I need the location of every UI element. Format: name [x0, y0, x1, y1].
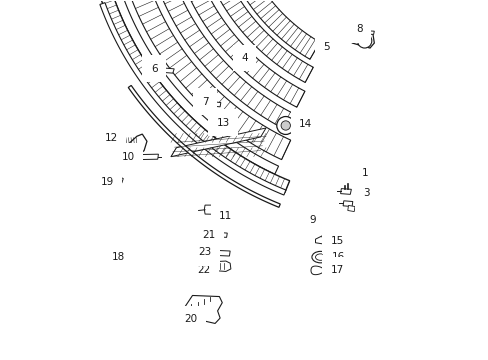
Polygon shape	[347, 206, 354, 212]
Polygon shape	[210, 261, 230, 271]
Polygon shape	[358, 31, 373, 35]
Text: 5: 5	[323, 42, 329, 52]
Text: 12: 12	[104, 133, 118, 143]
Text: 2: 2	[363, 198, 369, 208]
Polygon shape	[167, 0, 305, 107]
Text: 16: 16	[331, 252, 345, 262]
Circle shape	[357, 34, 371, 48]
Polygon shape	[112, 0, 290, 159]
Polygon shape	[171, 128, 265, 157]
Polygon shape	[140, 154, 158, 159]
Ellipse shape	[315, 254, 325, 260]
Polygon shape	[310, 266, 323, 275]
Polygon shape	[91, 0, 289, 192]
Polygon shape	[128, 85, 280, 207]
Text: 7: 7	[202, 97, 208, 107]
Polygon shape	[194, 0, 313, 82]
Text: 20: 20	[184, 314, 197, 324]
Polygon shape	[212, 102, 221, 107]
Polygon shape	[141, 0, 297, 132]
Polygon shape	[315, 51, 330, 58]
Text: 10: 10	[121, 152, 134, 162]
Circle shape	[276, 117, 294, 134]
Polygon shape	[163, 68, 174, 73]
Text: 14: 14	[298, 119, 311, 129]
Text: 13: 13	[216, 118, 229, 128]
Polygon shape	[105, 0, 278, 174]
Text: 18: 18	[111, 252, 124, 262]
Text: 23: 23	[198, 247, 211, 257]
Polygon shape	[183, 296, 222, 323]
Text: 21: 21	[202, 230, 215, 239]
Polygon shape	[315, 235, 329, 244]
Polygon shape	[115, 176, 123, 184]
Polygon shape	[204, 205, 224, 215]
Circle shape	[281, 121, 290, 130]
Text: 15: 15	[330, 236, 343, 246]
Polygon shape	[100, 3, 285, 195]
Polygon shape	[343, 201, 352, 207]
Text: 1: 1	[361, 168, 367, 178]
Text: 8: 8	[355, 24, 362, 35]
Text: 11: 11	[219, 211, 232, 221]
Text: 9: 9	[309, 215, 315, 225]
Polygon shape	[118, 134, 147, 161]
Text: 19: 19	[101, 177, 114, 187]
Polygon shape	[219, 0, 319, 59]
Ellipse shape	[311, 251, 328, 263]
Text: 3: 3	[363, 188, 369, 198]
Polygon shape	[340, 189, 351, 194]
Text: 17: 17	[330, 265, 343, 275]
Text: 22: 22	[197, 265, 210, 275]
Polygon shape	[212, 250, 230, 256]
Polygon shape	[351, 32, 373, 48]
Text: 6: 6	[150, 64, 157, 74]
Polygon shape	[215, 232, 227, 237]
Text: 4: 4	[241, 53, 247, 63]
